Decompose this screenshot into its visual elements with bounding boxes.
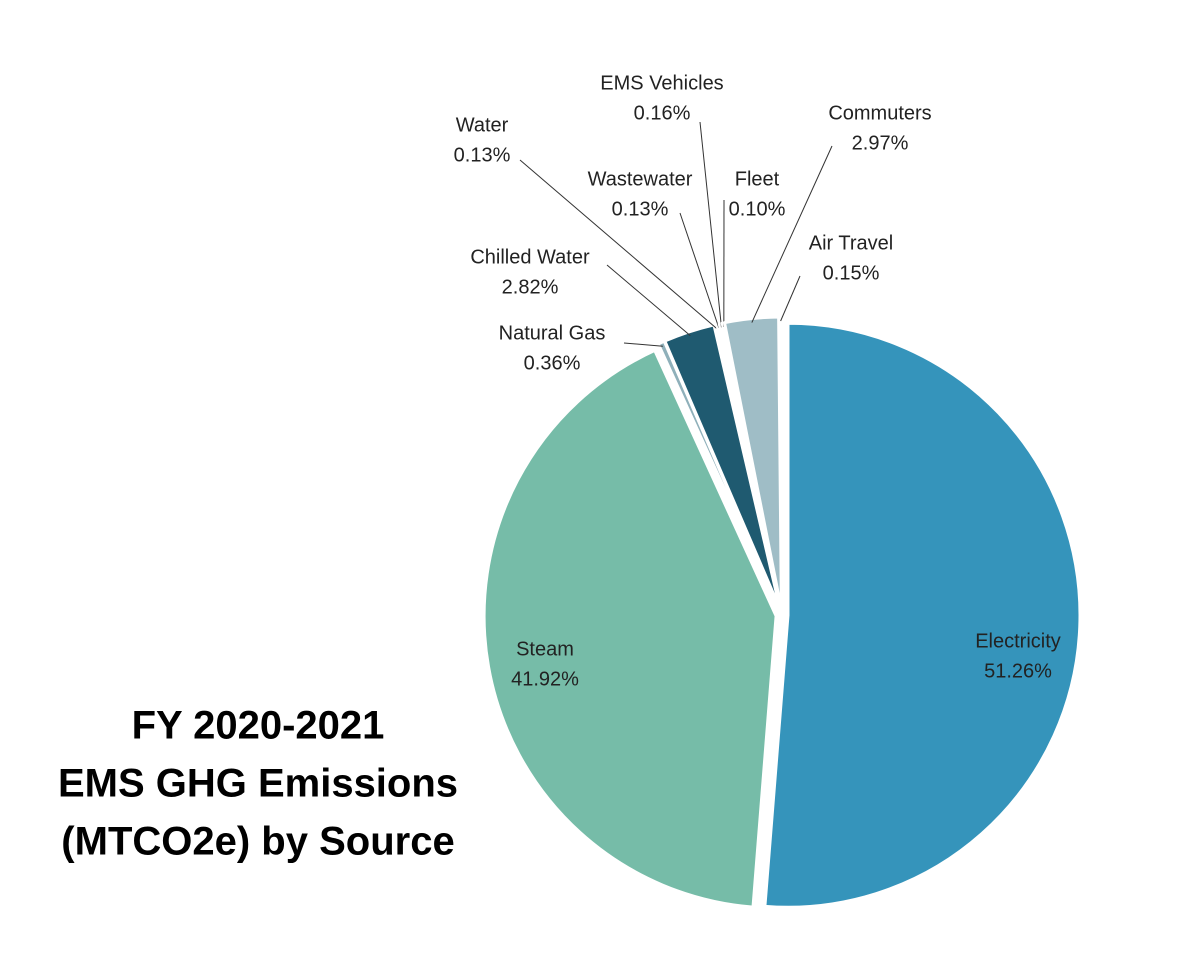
slice-label: Natural Gas <box>499 322 606 344</box>
value-label: 0.13% <box>454 144 511 166</box>
slice-label: Wastewater <box>588 168 693 190</box>
slice-label: Water <box>456 114 509 136</box>
pie-slice <box>763 321 1082 909</box>
leader-line <box>519 159 717 329</box>
value-label: 0.15% <box>823 262 880 284</box>
chart-title: FY 2020-2021 <box>132 704 385 748</box>
chart-title: (MTCO2e) by Source <box>61 820 454 864</box>
leader-line <box>699 121 722 328</box>
leader-line <box>679 212 720 329</box>
value-label: 2.82% <box>502 276 559 298</box>
value-label: 51.26% <box>984 660 1052 682</box>
slice-label: Electricity <box>975 630 1061 652</box>
slice-label: Steam <box>516 638 574 660</box>
value-label: 41.92% <box>511 668 579 690</box>
value-label: 2.97% <box>852 132 909 154</box>
value-label: 0.36% <box>524 352 581 374</box>
slice-label: Chilled Water <box>470 246 590 268</box>
chart-title: EMS GHG Emissions <box>58 762 458 806</box>
leader-line <box>780 275 801 322</box>
value-label: 0.16% <box>634 102 691 124</box>
pie-slice <box>482 348 778 909</box>
slice-label: Fleet <box>735 168 780 190</box>
leader-line <box>606 264 691 337</box>
slice-label: Commuters <box>828 102 931 124</box>
leader-line <box>623 342 663 347</box>
slice-label: EMS Vehicles <box>600 72 723 94</box>
value-label: 0.10% <box>729 198 786 220</box>
leader-line <box>751 145 833 323</box>
value-label: 0.13% <box>612 198 669 220</box>
slice-label: Air Travel <box>809 232 893 254</box>
